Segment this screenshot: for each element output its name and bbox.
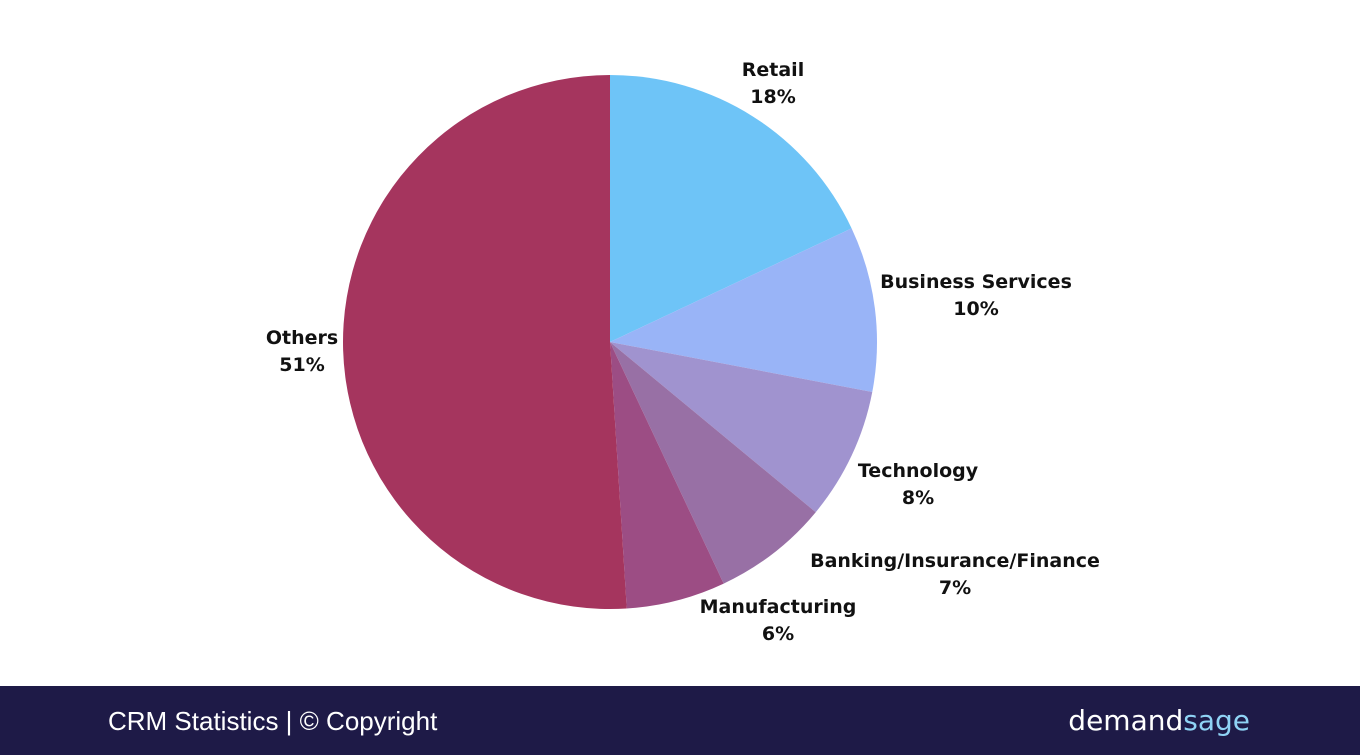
footer: CRM Statistics | © Copyright demandsage [0,686,1360,755]
slice-label: Manufacturing [700,596,857,618]
pie-slice [610,342,873,513]
pie-slice [610,75,852,342]
slice-label: Retail [742,59,804,81]
slice-value-label: 10% [953,298,998,320]
slice-value-label: 6% [762,623,794,645]
pie-slice [610,228,877,393]
brand-second: sage [1183,704,1250,737]
pie-slice [610,342,724,609]
chart: Retail 18% Business Services 10% Technology 8… [266,59,1100,645]
pie-slice [610,342,816,584]
slice-value-label: 7% [939,577,971,599]
slice-label: Banking/Insurance/Finance [810,550,1100,572]
pie-slice [343,75,627,609]
slice-value-label: 18% [750,86,795,108]
brand-first: demand [1068,704,1184,737]
slice-label: Others [266,327,338,349]
slice-label: Technology [858,460,979,482]
slice-value-label: 51% [279,354,324,376]
footer-caption: CRM Statistics | © Copyright [108,706,438,736]
brand-logo: demandsage [1068,704,1250,737]
slice-label: Business Services [880,271,1072,293]
slice-value-label: 8% [902,487,934,509]
